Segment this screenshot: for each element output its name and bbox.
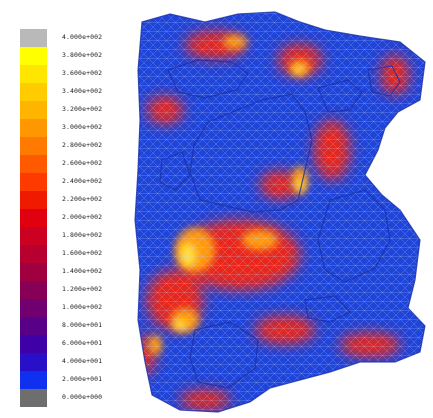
legend-value-label: 3.400e+002 [62,87,103,95]
legend-entry: 1.600e+002 [20,245,130,263]
legend-entry: 2.800e+002 [20,137,130,155]
legend-value-label: 1.000e+002 [62,303,103,311]
legend-value-label: 1.600e+002 [62,249,103,257]
legend-swatch [20,389,47,407]
legend-value-label: 4.000e+001 [62,357,103,365]
legend-swatch [20,83,47,101]
legend-swatch [20,47,47,65]
legend-entry: 4.000e+001 [20,353,130,371]
legend-swatch [20,119,47,137]
legend-entry: 3.800e+002 [20,47,130,65]
legend-entry: 3.400e+002 [20,83,130,101]
legend-value-label: 6.000e+001 [62,339,103,347]
legend-swatch [20,281,47,299]
legend-entry: 1.000e+002 [20,299,130,317]
legend-swatch [20,317,47,335]
legend-value-label: 3.000e+002 [62,123,103,131]
legend-swatch [20,191,47,209]
legend-entry: 2.600e+002 [20,155,130,173]
legend-value-label: 1.200e+002 [62,285,103,293]
legend-swatch [20,209,47,227]
legend-entry: 4.000e+002 [20,29,130,47]
legend-entry: 3.600e+002 [20,65,130,83]
legend-entry: 0.000e+000 [20,389,130,407]
legend-value-label: 8.000e+001 [62,321,103,329]
legend-entry: 3.200e+002 [20,101,130,119]
legend-value-label: 2.200e+002 [62,195,103,203]
legend-entry: 8.000e+001 [20,317,130,335]
legend-value-label: 3.600e+002 [62,69,103,77]
legend-value-label: 3.800e+002 [62,51,103,59]
legend-value-label: 2.400e+002 [62,177,103,185]
legend-swatch [20,299,47,317]
legend-value-label: 1.400e+002 [62,267,103,275]
legend-entry: 2.000e+001 [20,371,130,389]
legend-entry: 6.000e+001 [20,335,130,353]
legend-swatch [20,65,47,83]
legend-entry: 1.800e+002 [20,227,130,245]
legend-value-label: 2.600e+002 [62,159,103,167]
legend-swatch [20,245,47,263]
legend-swatch [20,263,47,281]
legend-value-label: 1.800e+002 [62,231,103,239]
legend-swatch [20,371,47,389]
legend-swatch [20,227,47,245]
legend-value-label: 4.000e+002 [62,33,103,41]
legend-entry: 2.400e+002 [20,173,130,191]
legend-entry: 2.000e+002 [20,209,130,227]
legend-entry: 1.400e+002 [20,263,130,281]
legend-swatch [20,101,47,119]
legend-swatch [20,155,47,173]
legend-swatch [20,173,47,191]
legend-swatch [20,137,47,155]
legend-value-label: 2.800e+002 [62,141,103,149]
legend-entry: 2.200e+002 [20,191,130,209]
legend-entry: 1.200e+002 [20,281,130,299]
legend-swatch [20,335,47,353]
legend-swatch [20,29,47,47]
legend-value-label: 2.000e+002 [62,213,103,221]
legend-value-label: 2.000e+001 [62,375,103,383]
legend-swatch [20,353,47,371]
legend-value-label: 3.200e+002 [62,105,103,113]
legend-entry: 3.000e+002 [20,119,130,137]
legend-value-label: 0.000e+000 [62,393,103,401]
